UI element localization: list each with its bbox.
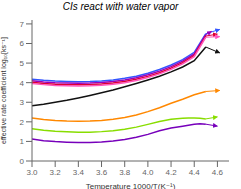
svg-text:4.0: 4.0 [142,168,154,177]
svg-text:Temperature 1000/T(K⁻¹): Temperature 1000/T(K⁻¹) [86,182,176,189]
svg-text:4.6: 4.6 [212,168,224,177]
svg-text:4.4: 4.4 [189,168,201,177]
svg-text:7: 7 [20,20,25,29]
svg-text:3.0: 3.0 [26,168,38,177]
svg-text:3: 3 [20,98,25,107]
svg-text:6: 6 [20,39,25,48]
svg-text:3.6: 3.6 [96,168,108,177]
svg-text:4.2: 4.2 [165,168,177,177]
svg-text:3.4: 3.4 [73,168,85,177]
svg-text:2: 2 [20,118,25,127]
svg-text:4: 4 [20,79,25,88]
svg-text:3.2: 3.2 [50,168,62,177]
svg-text:0: 0 [20,157,25,166]
svg-text:5: 5 [20,59,25,68]
svg-text:1: 1 [20,137,25,146]
svg-text:effective rate coefficient log: effective rate coefficient log₁₀[ks⁻¹] [8,37,9,144]
html-text:CIs react with water vapor: CIs react with water vapor [62,1,179,12]
svg-text:3.8: 3.8 [119,168,131,177]
